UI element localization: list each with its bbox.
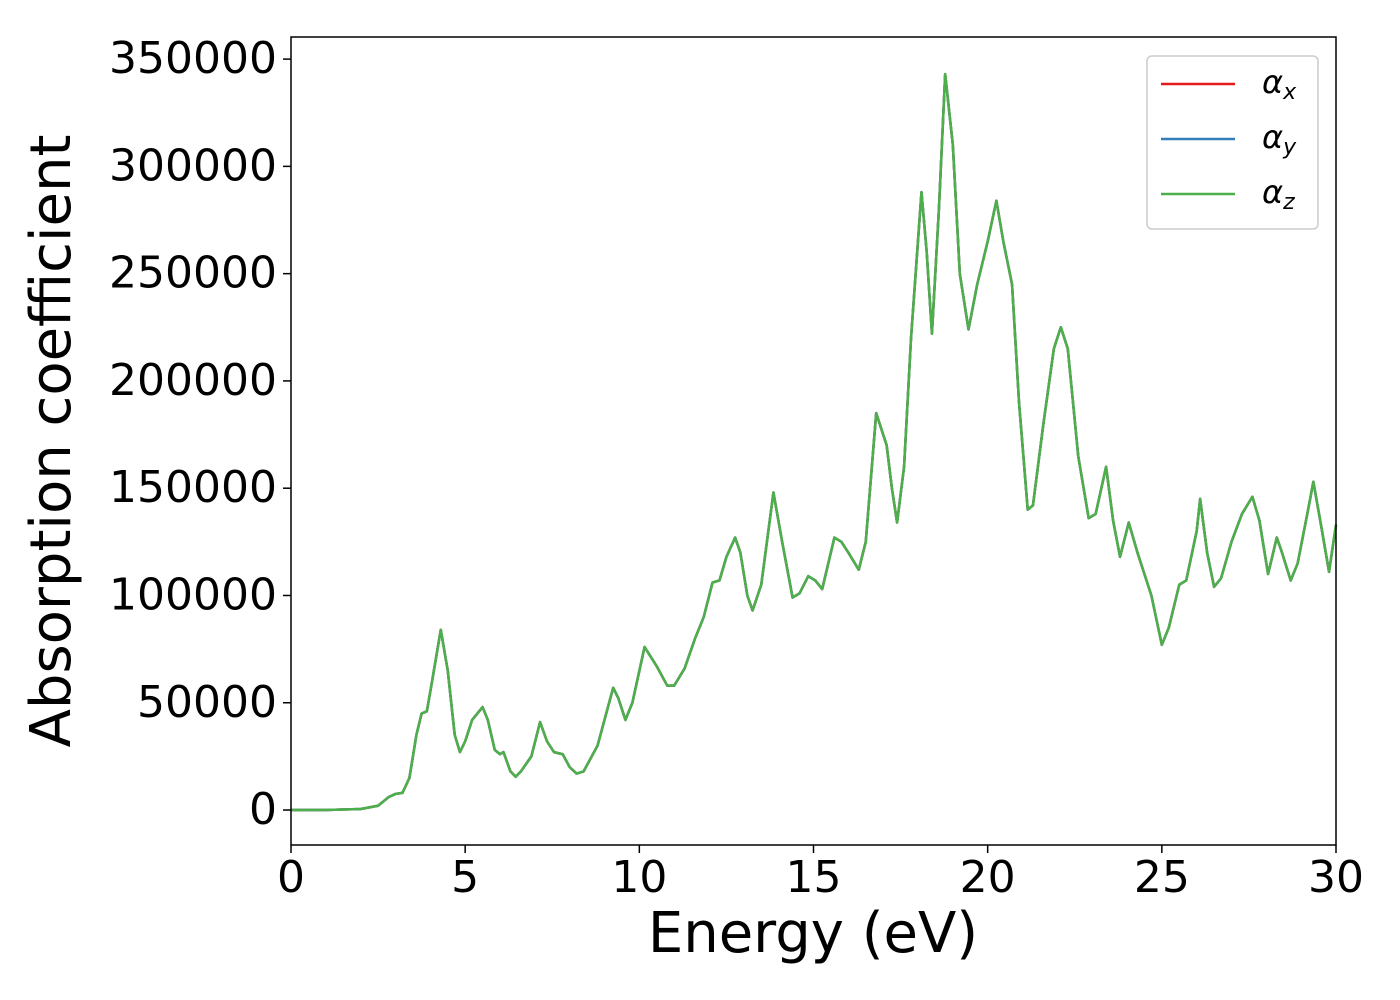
y-tick-label: 150000 <box>109 462 277 513</box>
y-tick-label: 50000 <box>137 677 277 728</box>
y-tick-label: 250000 <box>109 248 277 299</box>
y-tick-label: 100000 <box>109 569 277 620</box>
legend-box <box>1146 55 1319 230</box>
legend-label: αz <box>1262 173 1295 215</box>
x-axis-label: Energy (eV) <box>648 901 978 966</box>
y-tick-label: 300000 <box>109 140 277 191</box>
legend-label: αy <box>1262 118 1297 160</box>
x-tick-label: 5 <box>451 852 479 903</box>
line-series <box>291 72 1338 812</box>
x-tick-label: 15 <box>786 852 842 903</box>
legend-label: αx <box>1262 63 1297 105</box>
x-tick-label: 0 <box>277 852 305 903</box>
y-tick-label: 350000 <box>109 33 277 84</box>
y-tick-label: 0 <box>249 784 277 835</box>
x-tick-label: 20 <box>960 852 1016 903</box>
x-tick-label: 30 <box>1308 852 1364 903</box>
x-tick-label: 25 <box>1134 852 1190 903</box>
plot-frame <box>290 36 1337 846</box>
x-tick-label: 10 <box>611 852 667 903</box>
y-axis-label: Absorption coefficient <box>19 135 84 748</box>
y-tick-label: 200000 <box>109 355 277 406</box>
